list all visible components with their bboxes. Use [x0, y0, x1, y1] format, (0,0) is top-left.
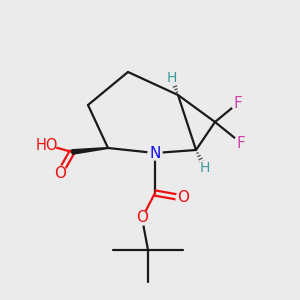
- Circle shape: [176, 191, 190, 205]
- Text: O: O: [54, 166, 66, 181]
- Text: N: N: [149, 146, 161, 160]
- Text: H: H: [200, 161, 210, 175]
- Circle shape: [38, 136, 56, 154]
- Circle shape: [231, 96, 245, 110]
- Text: HO: HO: [36, 137, 58, 152]
- Circle shape: [135, 211, 149, 225]
- Text: O: O: [177, 190, 189, 206]
- Text: H: H: [167, 71, 177, 85]
- Circle shape: [234, 136, 248, 150]
- Circle shape: [165, 71, 179, 85]
- Polygon shape: [72, 148, 108, 154]
- Text: F: F: [237, 136, 245, 151]
- Text: O: O: [136, 211, 148, 226]
- Circle shape: [198, 161, 212, 175]
- Circle shape: [53, 166, 67, 180]
- Circle shape: [148, 146, 162, 160]
- Text: F: F: [234, 95, 242, 110]
